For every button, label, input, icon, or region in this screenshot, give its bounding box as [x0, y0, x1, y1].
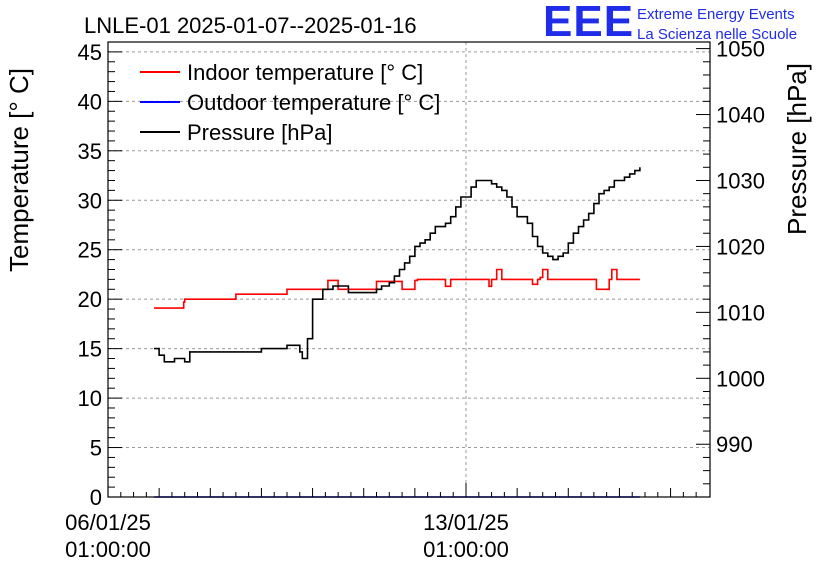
chart-title: LNLE-01 2025-01-07--2025-01-16: [84, 13, 417, 38]
x-tick-label-date: 13/01/25: [423, 510, 509, 535]
series-line-indoor: [154, 268, 640, 309]
legend-label-outdoor: Outdoor temperature [° C]: [187, 90, 440, 115]
eee-logo: EEE Extreme Energy Events La Scienza nel…: [540, 0, 836, 46]
logo-mark: EEE: [543, 0, 635, 46]
y-tick-label-left: 25: [78, 238, 102, 263]
y-tick-label-right: 1020: [716, 234, 765, 259]
y-tick-label-left: 5: [90, 436, 102, 461]
y-tick-label-right: 1000: [716, 366, 765, 391]
x-tick-label-time: 01:00:00: [65, 537, 151, 562]
y-tick-label-left: 35: [78, 139, 102, 164]
y-tick-label-left: 30: [78, 188, 102, 213]
y-tick-label-left: 45: [78, 40, 102, 65]
grid: [108, 42, 710, 497]
logo-line-1: Extreme Energy Events: [637, 6, 795, 23]
y-tick-label-left: 10: [78, 386, 102, 411]
y-tick-label-right: 990: [716, 432, 753, 457]
y-tick-label-right: 1040: [716, 103, 765, 128]
y-tick-label-right: 1010: [716, 300, 765, 325]
y-tick-label-left: 15: [78, 337, 102, 362]
y-tick-label-right: 1030: [716, 168, 765, 193]
y-tick-label-left: 20: [78, 287, 102, 312]
logo-line-2: La Scienza nelle Scuole: [637, 26, 798, 43]
y-tick-label-left: 0: [90, 485, 102, 510]
y-axis-label-left: Temperature [° C]: [4, 68, 34, 272]
y-tick-label-left: 40: [78, 89, 102, 114]
y-tick-label-right: 1050: [716, 37, 765, 62]
legend-label-indoor: Indoor temperature [° C]: [187, 60, 423, 85]
legend: Indoor temperature [° C] Outdoor temperat…: [140, 60, 440, 145]
legend-label-pressure: Pressure [hPa]: [187, 120, 333, 145]
x-tick-label-date: 06/01/25: [65, 510, 151, 535]
series-line-pressure: [154, 167, 641, 363]
x-tick-label-time: 01:00:00: [423, 537, 509, 562]
axes: 0 5 10 15 20 25 30 35 40 45 990 1000 1010 1020 1030 104…: [65, 37, 765, 562]
y-axis-label-right: Pressure [hPa]: [782, 63, 812, 235]
